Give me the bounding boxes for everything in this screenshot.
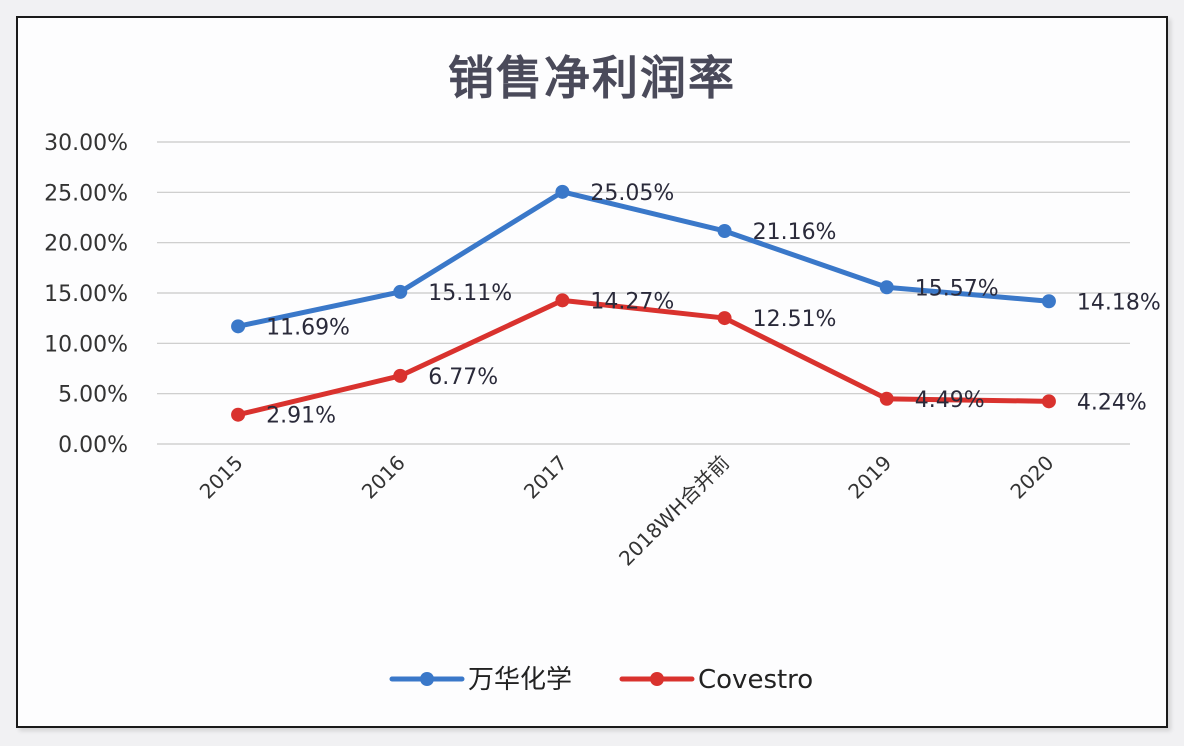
data-point-marker (393, 284, 408, 299)
data-label: 4.49% (915, 388, 985, 413)
data-point-marker (555, 184, 570, 199)
chart-title: 销售净利润率 (448, 51, 736, 105)
x-tick-label: 2018WH合并前 (614, 451, 734, 571)
y-tick-label: 5.00% (58, 383, 128, 408)
data-label: 14.27% (590, 289, 674, 314)
legend: 万华化学 Covestro (389, 665, 813, 695)
legend-marker-icon (650, 672, 664, 686)
legend-marker-icon (420, 672, 434, 686)
data-point-marker (231, 319, 246, 334)
data-label: 21.16% (753, 220, 837, 245)
legend-label: Covestro (698, 665, 813, 695)
legend-item: 万华化学 (389, 665, 572, 695)
data-point-marker (1041, 394, 1056, 409)
data-labels: 11.69% 15.11% 25.05% 21.16% 15.57% 14.18% 2.91… (266, 181, 1161, 429)
y-axis-ticks: 0.00% 5.00% 10.00% 15.00% 20.00% 25.00% 30.00% (44, 131, 128, 458)
data-point-marker (555, 293, 570, 308)
x-tick-label: 2017 (519, 451, 572, 504)
data-label: 2.91% (266, 404, 336, 429)
chart-frame (16, 16, 1168, 728)
data-point-marker (717, 311, 732, 326)
y-tick-label: 15.00% (44, 282, 128, 307)
data-label: 12.51% (753, 307, 837, 332)
data-label: 15.11% (428, 281, 512, 306)
data-point-marker (717, 223, 732, 238)
data-point-marker (231, 407, 246, 422)
y-tick-label: 0.00% (58, 433, 128, 458)
x-tick-label: 2015 (195, 451, 248, 504)
series-lines (231, 184, 1056, 422)
legend-item: Covestro (619, 665, 813, 695)
y-tick-label: 10.00% (44, 332, 128, 357)
data-point-marker (1041, 294, 1056, 309)
data-label: 4.24% (1077, 390, 1147, 415)
data-label: 15.57% (915, 276, 999, 301)
legend-label: 万华化学 (468, 665, 572, 695)
data-label: 25.05% (590, 181, 674, 206)
series-line (235, 297, 1052, 418)
series-line (235, 189, 1052, 329)
y-tick-label: 30.00% (44, 131, 128, 156)
x-tick-label: 2020 (1005, 451, 1058, 504)
data-point-marker (879, 391, 894, 406)
data-label: 14.18% (1077, 290, 1161, 315)
data-label: 11.69% (266, 315, 350, 340)
data-point-marker (393, 368, 408, 383)
y-tick-label: 25.00% (44, 181, 128, 206)
y-tick-label: 20.00% (44, 232, 128, 257)
x-tick-label: 2019 (843, 451, 896, 504)
x-axis-ticks: 2015 2016 2017 2018WH合并前 2019 2020 (195, 451, 1059, 571)
data-label: 6.77% (428, 365, 498, 390)
x-tick-label: 2016 (357, 451, 410, 504)
data-point-marker (879, 280, 894, 295)
